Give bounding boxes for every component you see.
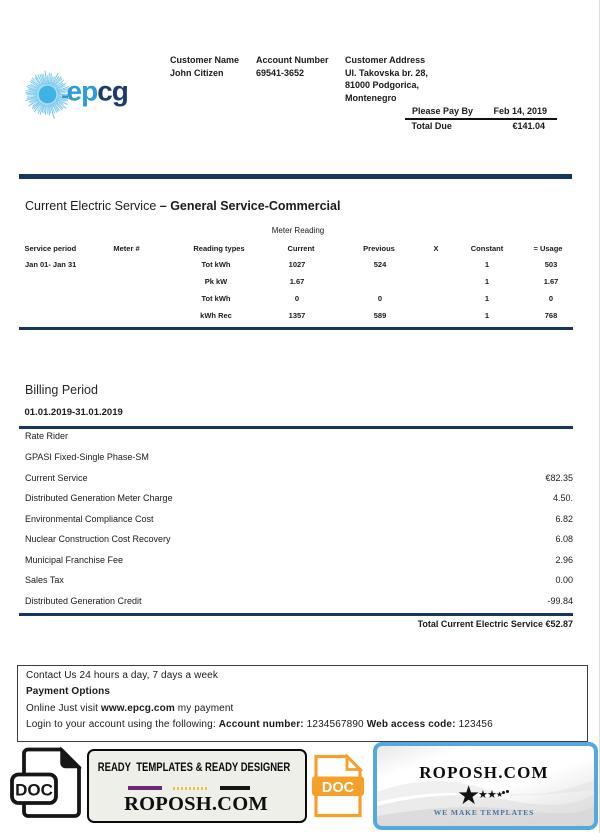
svg-text:DOC: DOC [322, 780, 355, 796]
svg-text:epcg: epcg [67, 76, 128, 107]
svg-text:DOC: DOC [15, 780, 53, 799]
